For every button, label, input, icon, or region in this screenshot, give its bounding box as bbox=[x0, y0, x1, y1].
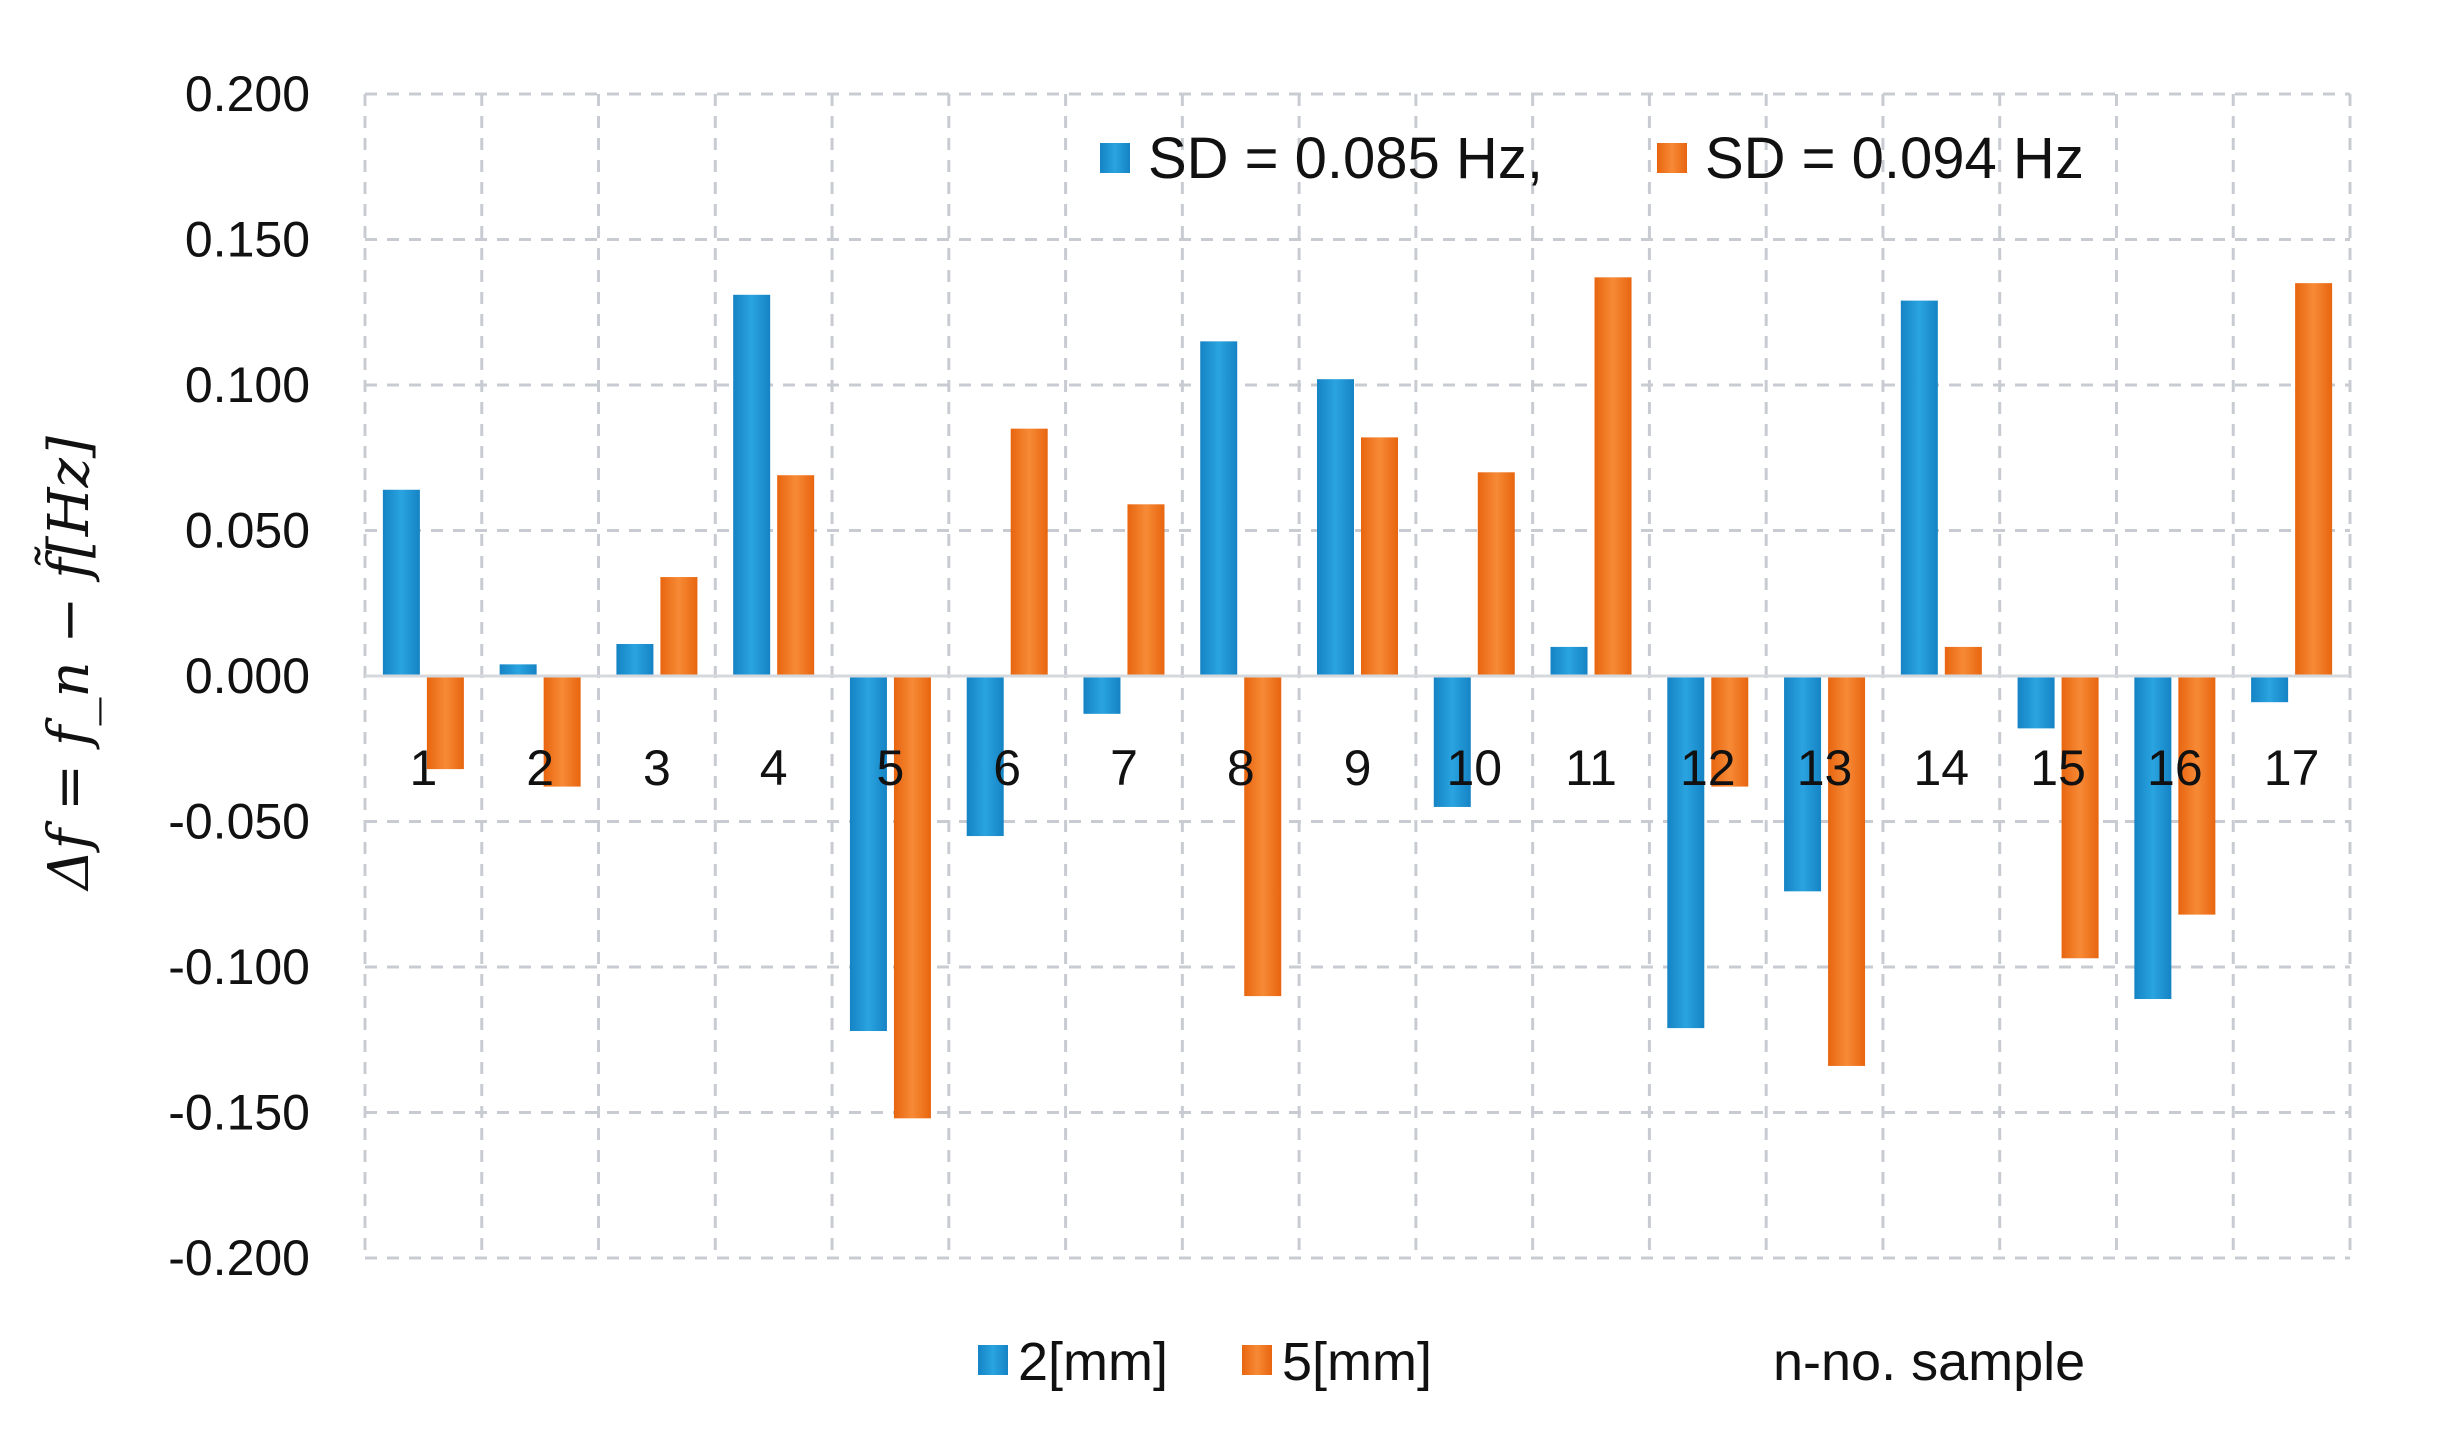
bar-5mm bbox=[1244, 676, 1282, 997]
x-category-label: 8 bbox=[1227, 740, 1255, 796]
legend-2mm-swatch bbox=[978, 1345, 1008, 1375]
bar-2mm bbox=[1083, 676, 1121, 714]
y-tick-label: -0.150 bbox=[168, 1085, 310, 1141]
y-axis-label: Δf = f_n − f̃[Hz] bbox=[34, 436, 102, 892]
y-tick-label: 0.050 bbox=[185, 503, 310, 559]
sd-2mm-label: SD = 0.085 Hz, bbox=[1148, 126, 1543, 191]
bar-2mm bbox=[1200, 341, 1238, 676]
bar-5mm bbox=[893, 676, 931, 1119]
bar-2mm bbox=[499, 664, 537, 676]
bar-5mm bbox=[2295, 283, 2333, 676]
bar-5mm bbox=[1361, 437, 1398, 676]
bar-5mm bbox=[1477, 472, 1515, 676]
chart-legend: 2[mm] 5[mm] bbox=[978, 1332, 1432, 1392]
bar-2mm bbox=[1550, 646, 1588, 676]
bar-2mm bbox=[733, 294, 771, 676]
x-category-label: 7 bbox=[1110, 740, 1138, 796]
y-tick-label: -0.100 bbox=[168, 939, 310, 995]
bar-2mm bbox=[616, 643, 654, 676]
y-tick-label: -0.050 bbox=[168, 794, 310, 850]
x-category-label: 6 bbox=[993, 740, 1021, 796]
x-category-label: 9 bbox=[1344, 740, 1372, 796]
bar-5mm bbox=[1594, 277, 1632, 676]
bar-5mm bbox=[1828, 676, 1866, 1066]
bar-2mm bbox=[1433, 676, 1471, 807]
sd-2mm-swatch bbox=[1100, 143, 1130, 173]
bar-2mm bbox=[2134, 676, 2172, 1000]
bar-5mm bbox=[660, 577, 698, 676]
bar-5mm bbox=[1127, 504, 1165, 676]
x-axis-label: n-no. sample bbox=[1773, 1332, 2085, 1392]
x-category-label: 11 bbox=[1565, 740, 1617, 796]
x-category-label: 14 bbox=[1914, 740, 1970, 796]
bar-2mm bbox=[1900, 300, 1938, 676]
bar-2mm bbox=[2251, 676, 2289, 703]
x-category-label: 17 bbox=[2264, 740, 2320, 796]
bar-5mm bbox=[2178, 676, 2216, 915]
y-tick-label: -0.200 bbox=[168, 1230, 310, 1286]
y-axis-ticks: 0.200 0.150 0.100 0.050 0.000 -0.050 -0.100 -0.… bbox=[168, 66, 310, 1286]
y-tick-label: 0.200 bbox=[185, 66, 310, 122]
x-category-label: 3 bbox=[643, 740, 671, 796]
bar-5mm bbox=[1944, 646, 1982, 676]
bar-2mm bbox=[2017, 676, 2055, 729]
x-category-label: 1 bbox=[409, 740, 437, 796]
bars bbox=[365, 277, 2350, 1119]
bar-2mm bbox=[1317, 379, 1354, 676]
bar-5mm bbox=[543, 676, 581, 787]
sd-annotation: SD = 0.085 Hz, SD = 0.094 Hz bbox=[1100, 126, 2084, 191]
legend-5mm-swatch bbox=[1242, 1345, 1272, 1375]
bar-2mm bbox=[966, 676, 1004, 837]
x-category-label: 5 bbox=[877, 740, 905, 796]
bar-2mm bbox=[1667, 676, 1705, 1029]
bar-2mm bbox=[382, 489, 420, 676]
sd-5mm-swatch bbox=[1657, 143, 1687, 173]
x-category-label: 12 bbox=[1680, 740, 1736, 796]
bar-5mm bbox=[426, 676, 464, 770]
x-category-label: 13 bbox=[1797, 740, 1853, 796]
x-category-label: 16 bbox=[2147, 740, 2203, 796]
bar-5mm bbox=[777, 475, 815, 676]
legend-2mm-label: 2[mm] bbox=[1018, 1332, 1168, 1392]
x-category-label: 4 bbox=[760, 740, 788, 796]
x-category-label: 10 bbox=[1446, 740, 1502, 796]
y-tick-label: 0.000 bbox=[185, 648, 310, 704]
x-category-labels: 1 2 3 4 5 6 7 8 9 10 11 12 13 14 15 16 17 bbox=[409, 740, 2319, 796]
sd-5mm-label: SD = 0.094 Hz bbox=[1705, 126, 2084, 191]
bar-2mm bbox=[849, 676, 887, 1032]
bar-5mm bbox=[1711, 676, 1749, 787]
y-tick-label: 0.150 bbox=[185, 212, 310, 268]
bar-2mm bbox=[1784, 676, 1822, 892]
y-tick-label: 0.100 bbox=[185, 357, 310, 413]
x-category-label: 2 bbox=[526, 740, 554, 796]
legend-5mm-label: 5[mm] bbox=[1282, 1332, 1432, 1392]
x-category-label: 15 bbox=[2030, 740, 2086, 796]
bar-5mm bbox=[2061, 676, 2099, 959]
bar-5mm bbox=[1010, 428, 1048, 676]
